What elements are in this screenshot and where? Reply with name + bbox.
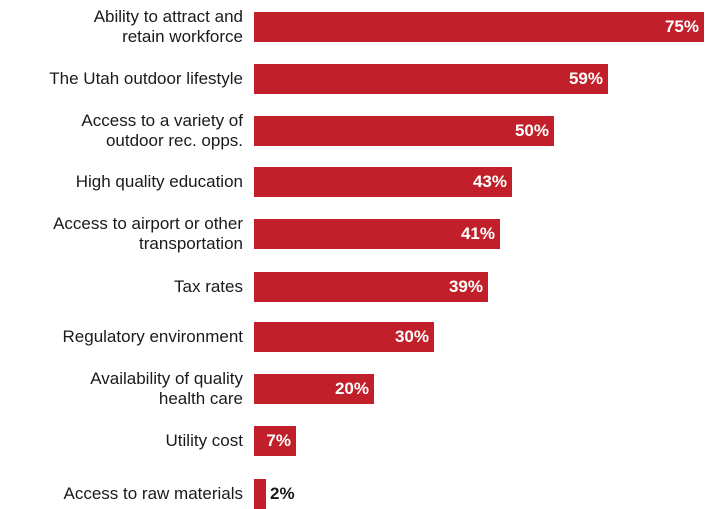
data-label: 59% bbox=[568, 69, 603, 88]
bar bbox=[254, 272, 488, 302]
bar bbox=[254, 322, 434, 352]
data-label: 7% bbox=[266, 431, 291, 450]
bar bbox=[254, 167, 512, 197]
category-label: Ability to attract and retain workforce bbox=[93, 7, 243, 46]
bar bbox=[254, 219, 500, 249]
bar bbox=[254, 64, 608, 94]
bar bbox=[254, 116, 554, 146]
category-label: The Utah outdoor lifestyle bbox=[49, 69, 243, 88]
data-label: 41% bbox=[460, 224, 495, 243]
category-label: High quality education bbox=[75, 172, 243, 191]
data-label: 43% bbox=[472, 172, 507, 191]
data-label: 20% bbox=[334, 379, 369, 398]
category-label: Availability of quality health care bbox=[90, 369, 243, 408]
data-label: 39% bbox=[448, 277, 483, 296]
category-label: Access to airport or other transportatio… bbox=[53, 214, 243, 253]
category-label: Tax rates bbox=[174, 277, 243, 296]
bar bbox=[254, 426, 296, 456]
category-label: Regulatory environment bbox=[62, 327, 243, 346]
category-label: Access to a variety of outdoor rec. opps… bbox=[81, 111, 243, 150]
data-label: 50% bbox=[514, 121, 549, 140]
data-label: 75% bbox=[664, 17, 699, 36]
data-label: 30% bbox=[394, 327, 429, 346]
bar bbox=[254, 12, 704, 42]
bar bbox=[254, 479, 266, 509]
bar bbox=[254, 374, 374, 404]
category-label: Access to raw materials bbox=[63, 484, 244, 503]
category-label: Utility cost bbox=[165, 431, 243, 450]
data-label: 2% bbox=[270, 484, 295, 503]
